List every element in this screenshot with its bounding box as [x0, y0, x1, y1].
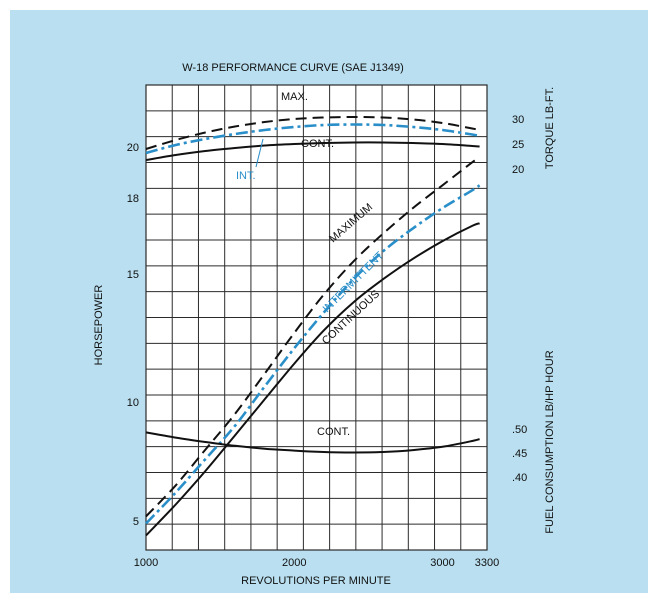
x-tick-label: 2000	[282, 557, 306, 569]
tick-labels: 1000 2000 3000 3300 5 10 15 18 20 30 25 20 .50 .45 .40	[127, 114, 528, 569]
hp-tick-label: 5	[133, 516, 139, 528]
torque-tick-label: 25	[512, 139, 524, 151]
hp-tick-label: 10	[127, 397, 139, 409]
hp-tick-label: 20	[127, 142, 139, 154]
annotation-torque-int: INT.	[236, 170, 256, 182]
fuel-tick-label: .45	[512, 448, 527, 460]
annotation-torque-max: MAX.	[281, 91, 308, 103]
chart-frame: W-18 PERFORMANCE CURVE (SAE J1349) 1000 2…	[10, 10, 648, 593]
performance-chart: W-18 PERFORMANCE CURVE (SAE J1349) 1000 2…	[93, 62, 556, 587]
series-layer	[145, 115, 481, 537]
series-line-torque-dashed	[145, 115, 480, 150]
series-line-fuel-solid	[145, 431, 480, 454]
plot-border	[145, 84, 488, 551]
series-line-horsepower-solid	[145, 222, 480, 537]
annotation-torque-cont: CONT.	[301, 138, 334, 150]
series-line-horsepower-dash-dot	[145, 184, 481, 525]
x-axis-label: REVOLUTIONS PER MINUTE	[241, 575, 391, 587]
x-tick-label: 3000	[430, 557, 454, 569]
series-line-torque-solid	[145, 141, 480, 161]
series-line-horsepower-dashed	[145, 156, 481, 518]
series-line-torque-dash-dot	[145, 123, 480, 155]
y-axis-label-right-top: TORQUE LB-FT.	[544, 87, 556, 169]
y-axis-label-right-bottom: FUEL CONSUMPTION LB/HP HOUR	[544, 350, 556, 533]
x-tick-label: 1000	[134, 557, 158, 569]
torque-tick-label: 20	[512, 164, 524, 176]
hp-tick-label: 15	[127, 269, 139, 281]
hp-tick-label: 18	[127, 193, 139, 205]
fuel-tick-label: .50	[512, 424, 527, 436]
grid	[146, 85, 487, 550]
x-tick-label: 3300	[475, 557, 499, 569]
chart-title: W-18 PERFORMANCE CURVE (SAE J1349)	[182, 62, 403, 74]
torque-tick-label: 30	[512, 114, 524, 126]
fuel-tick-label: .40	[512, 472, 527, 484]
annotation-fuel-cont: CONT.	[317, 426, 350, 438]
annotation-int-leader	[255, 138, 264, 168]
y-axis-label-left: HORSEPOWER	[93, 285, 105, 366]
